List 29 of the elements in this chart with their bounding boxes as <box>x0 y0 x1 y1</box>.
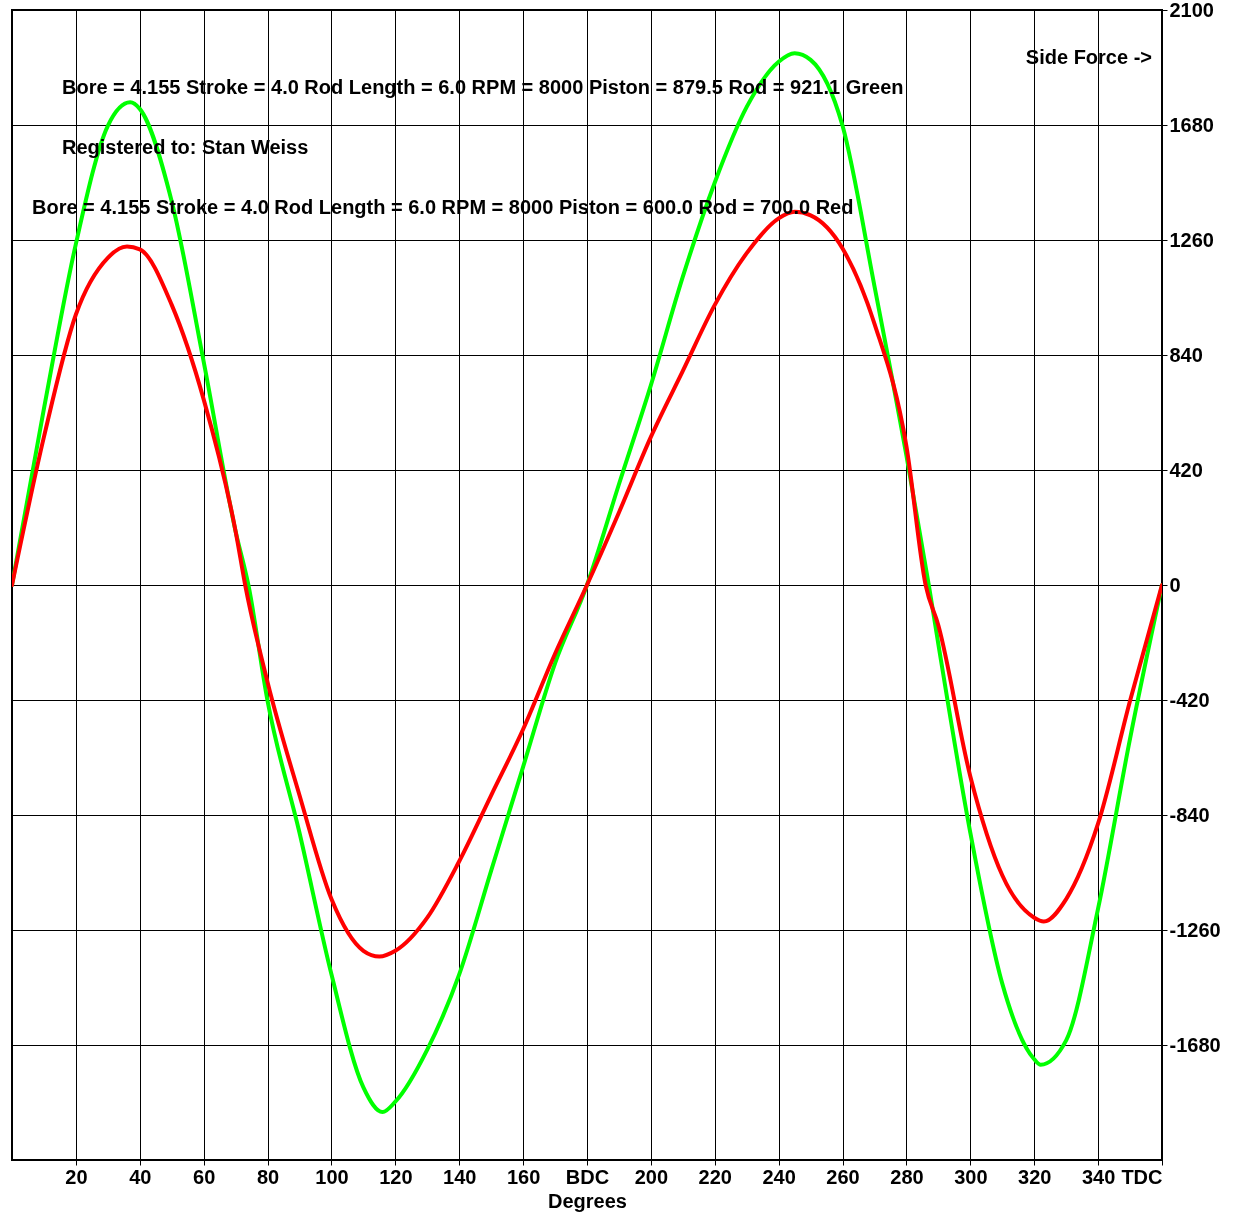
y-tick-label: -840 <box>1169 803 1210 826</box>
x-tick-label: 280 <box>890 1165 924 1188</box>
y-tick-label: 840 <box>1169 343 1203 366</box>
x-tick-label: 20 <box>65 1165 88 1188</box>
y-tick-label: 0 <box>1169 573 1181 596</box>
x-tick-label: 80 <box>256 1165 280 1188</box>
x-tick-label: 60 <box>193 1165 216 1188</box>
x-tick-label: 220 <box>698 1165 732 1188</box>
x-tick-label: 40 <box>129 1165 152 1188</box>
x-axis-title: Degrees <box>548 1189 627 1212</box>
x-tick-label: 120 <box>379 1165 413 1188</box>
x-tick-label: 260 <box>826 1165 860 1188</box>
x-tick-label: 160 <box>506 1165 541 1188</box>
x-tick-label: 320 <box>1018 1165 1052 1188</box>
x-tick-label: TDC <box>1121 1165 1163 1188</box>
y-tick-label: 1260 <box>1169 228 1214 251</box>
y-tick-label: -1260 <box>1169 918 1221 941</box>
x-tick-label: 240 <box>762 1165 796 1188</box>
y-tick-label: -420 <box>1169 688 1210 711</box>
x-tick-label: 300 <box>954 1165 988 1188</box>
x-tick-label: 200 <box>634 1165 669 1188</box>
x-tick-label: BDC <box>565 1165 610 1188</box>
x-tick-label: 340 <box>1081 1165 1116 1188</box>
x-tick-label: 100 <box>315 1165 349 1188</box>
y-tick-label: 1680 <box>1169 113 1214 136</box>
y-tick-label: 420 <box>1169 458 1203 481</box>
x-tick-label: 140 <box>443 1165 477 1188</box>
y-tick-label: 2100 <box>1169 0 1214 21</box>
y-tick-label: -1680 <box>1169 1033 1221 1056</box>
